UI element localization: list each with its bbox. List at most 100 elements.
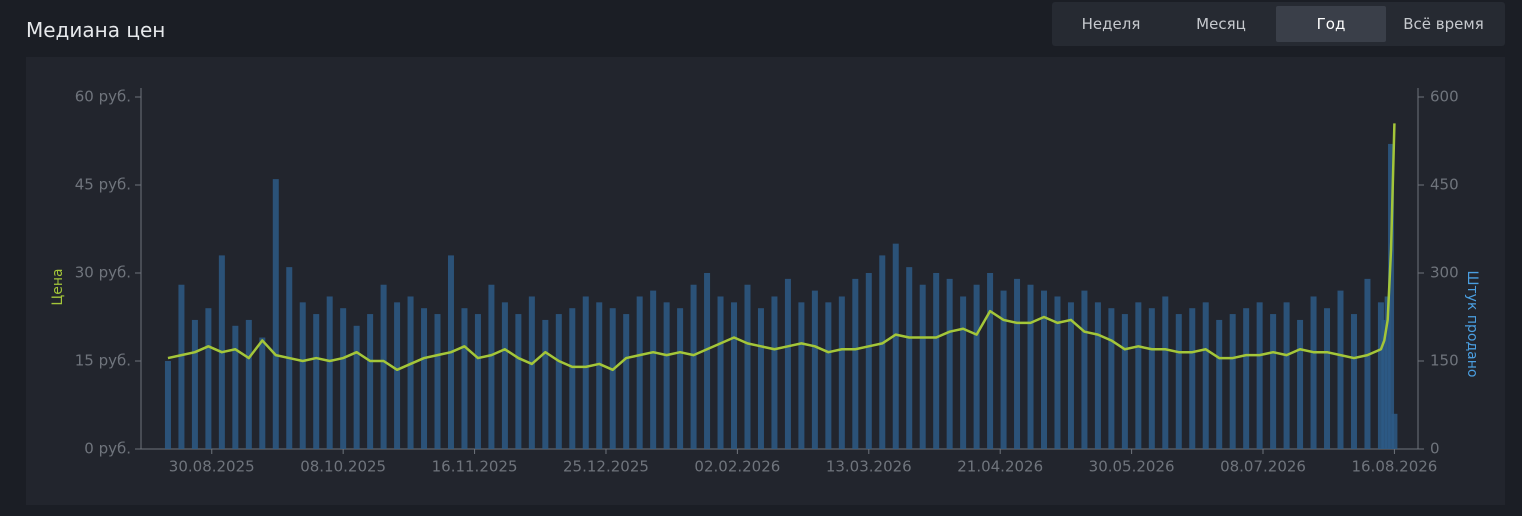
volume-bar: [1027, 284, 1034, 449]
chart-title: Медиана цен: [26, 18, 166, 42]
volume-bar: [609, 308, 616, 449]
volume-bar: [596, 302, 603, 449]
volume-bar: [340, 308, 347, 449]
volume-bar: [1135, 302, 1142, 449]
volume-bar: [946, 278, 953, 449]
volume-bar: [488, 284, 495, 449]
y-tick-label: 0 руб.: [84, 440, 131, 458]
y2-tick-label: 600: [1430, 88, 1459, 106]
volume-bar: [191, 319, 198, 449]
y2-tick-label: 150: [1430, 352, 1459, 370]
volume-bar: [380, 284, 387, 449]
volume-bar: [1337, 290, 1344, 449]
price-line: [167, 123, 1396, 372]
volume-bar: [353, 325, 360, 449]
y-tick-label: 45 руб.: [75, 176, 131, 194]
volume-bar: [744, 284, 751, 449]
volume-bar: [1256, 302, 1263, 449]
volume-bar: [1283, 302, 1290, 449]
volume-bar: [1310, 296, 1317, 449]
volume-bar: [636, 296, 643, 449]
volume-bar: [1377, 302, 1384, 449]
y-tick-label: 60 руб.: [75, 88, 131, 106]
volume-bar: [1324, 308, 1331, 449]
volume-bar: [892, 243, 899, 449]
x-tick-label: 13.03.2026: [826, 458, 912, 476]
volume-bar: [757, 308, 764, 449]
volume-bar: [178, 284, 185, 449]
volume-bar: [1297, 319, 1304, 449]
y2-tick-label: 450: [1430, 176, 1459, 194]
volume-bar: [731, 302, 738, 449]
volume-bar: [555, 314, 562, 449]
volume-bar: [421, 308, 428, 449]
y2-tick-label: 300: [1430, 264, 1459, 282]
volume-bar: [205, 308, 212, 449]
y2-axis-label: Штук продано: [1464, 271, 1480, 378]
volume-bar: [1000, 290, 1007, 449]
volume-bar: [1270, 314, 1277, 449]
volume-bar: [1054, 296, 1061, 449]
x-tick-label: 30.05.2026: [1089, 458, 1175, 476]
y-tick-label: 15 руб.: [75, 352, 131, 370]
y-axis-label: Цена: [50, 268, 66, 305]
volume-bar: [650, 290, 657, 449]
volume-bar: [245, 319, 252, 449]
volume-bar: [690, 284, 697, 449]
range-tab[interactable]: Неделя: [1081, 15, 1141, 33]
volume-bar: [569, 308, 576, 449]
volume-bar: [1391, 413, 1398, 449]
volume-bar: [825, 302, 832, 449]
volume-bar: [313, 314, 320, 449]
volume-bar: [474, 314, 481, 449]
volume-bar: [1121, 314, 1128, 449]
volume-bar: [1388, 143, 1395, 449]
volume-bar: [528, 296, 535, 449]
volume-bar: [1381, 319, 1388, 449]
x-tick-label: 16.11.2025: [432, 458, 518, 476]
volume-bar: [919, 284, 926, 449]
volume-bar: [960, 296, 967, 449]
volume-bar: [906, 267, 913, 449]
x-tick-label: 08.07.2026: [1220, 458, 1306, 476]
volume-bar: [501, 302, 508, 449]
volume-bar: [1243, 308, 1250, 449]
volume-bar: [1014, 278, 1021, 449]
volume-bar: [394, 302, 401, 449]
volume-bar: [1162, 296, 1169, 449]
x-tick-label: 25.12.2025: [563, 458, 649, 476]
volume-bar: [811, 290, 818, 449]
volume-bar: [164, 361, 171, 449]
range-tab[interactable]: Месяц: [1196, 15, 1246, 33]
volume-bar: [784, 278, 791, 449]
volume-bar: [515, 314, 522, 449]
volume-bar: [1148, 308, 1155, 449]
x-tick-label: 02.02.2026: [694, 458, 780, 476]
volume-bar: [623, 314, 630, 449]
x-tick-label: 08.10.2025: [300, 458, 386, 476]
volume-bar: [434, 314, 441, 449]
volume-bar: [987, 273, 994, 449]
volume-bar: [299, 302, 306, 449]
volume-bar: [407, 296, 414, 449]
y2-tick-label: 0: [1430, 440, 1440, 458]
x-tick-label: 16.08.2026: [1351, 458, 1437, 476]
volume-bar: [259, 337, 266, 449]
volume-bar: [1189, 308, 1196, 449]
volume-bar: [1175, 314, 1182, 449]
volume-bar: [1108, 308, 1115, 449]
volume-bar: [771, 296, 778, 449]
range-tabs: Неделя Месяц Год Всё время: [1052, 2, 1505, 46]
volume-bar: [717, 296, 724, 449]
range-tab[interactable]: Год: [1276, 6, 1386, 42]
volume-bar: [1067, 302, 1074, 449]
volume-bar: [367, 314, 374, 449]
volume-bar: [542, 319, 549, 449]
volume-bar: [852, 278, 859, 449]
range-tab[interactable]: Всё время: [1403, 15, 1484, 33]
y-tick-label: 30 руб.: [75, 264, 131, 282]
volume-bar: [461, 308, 468, 449]
x-tick-label: 21.04.2026: [957, 458, 1043, 476]
volume-bar: [1350, 314, 1357, 449]
volume-bar: [879, 255, 886, 449]
